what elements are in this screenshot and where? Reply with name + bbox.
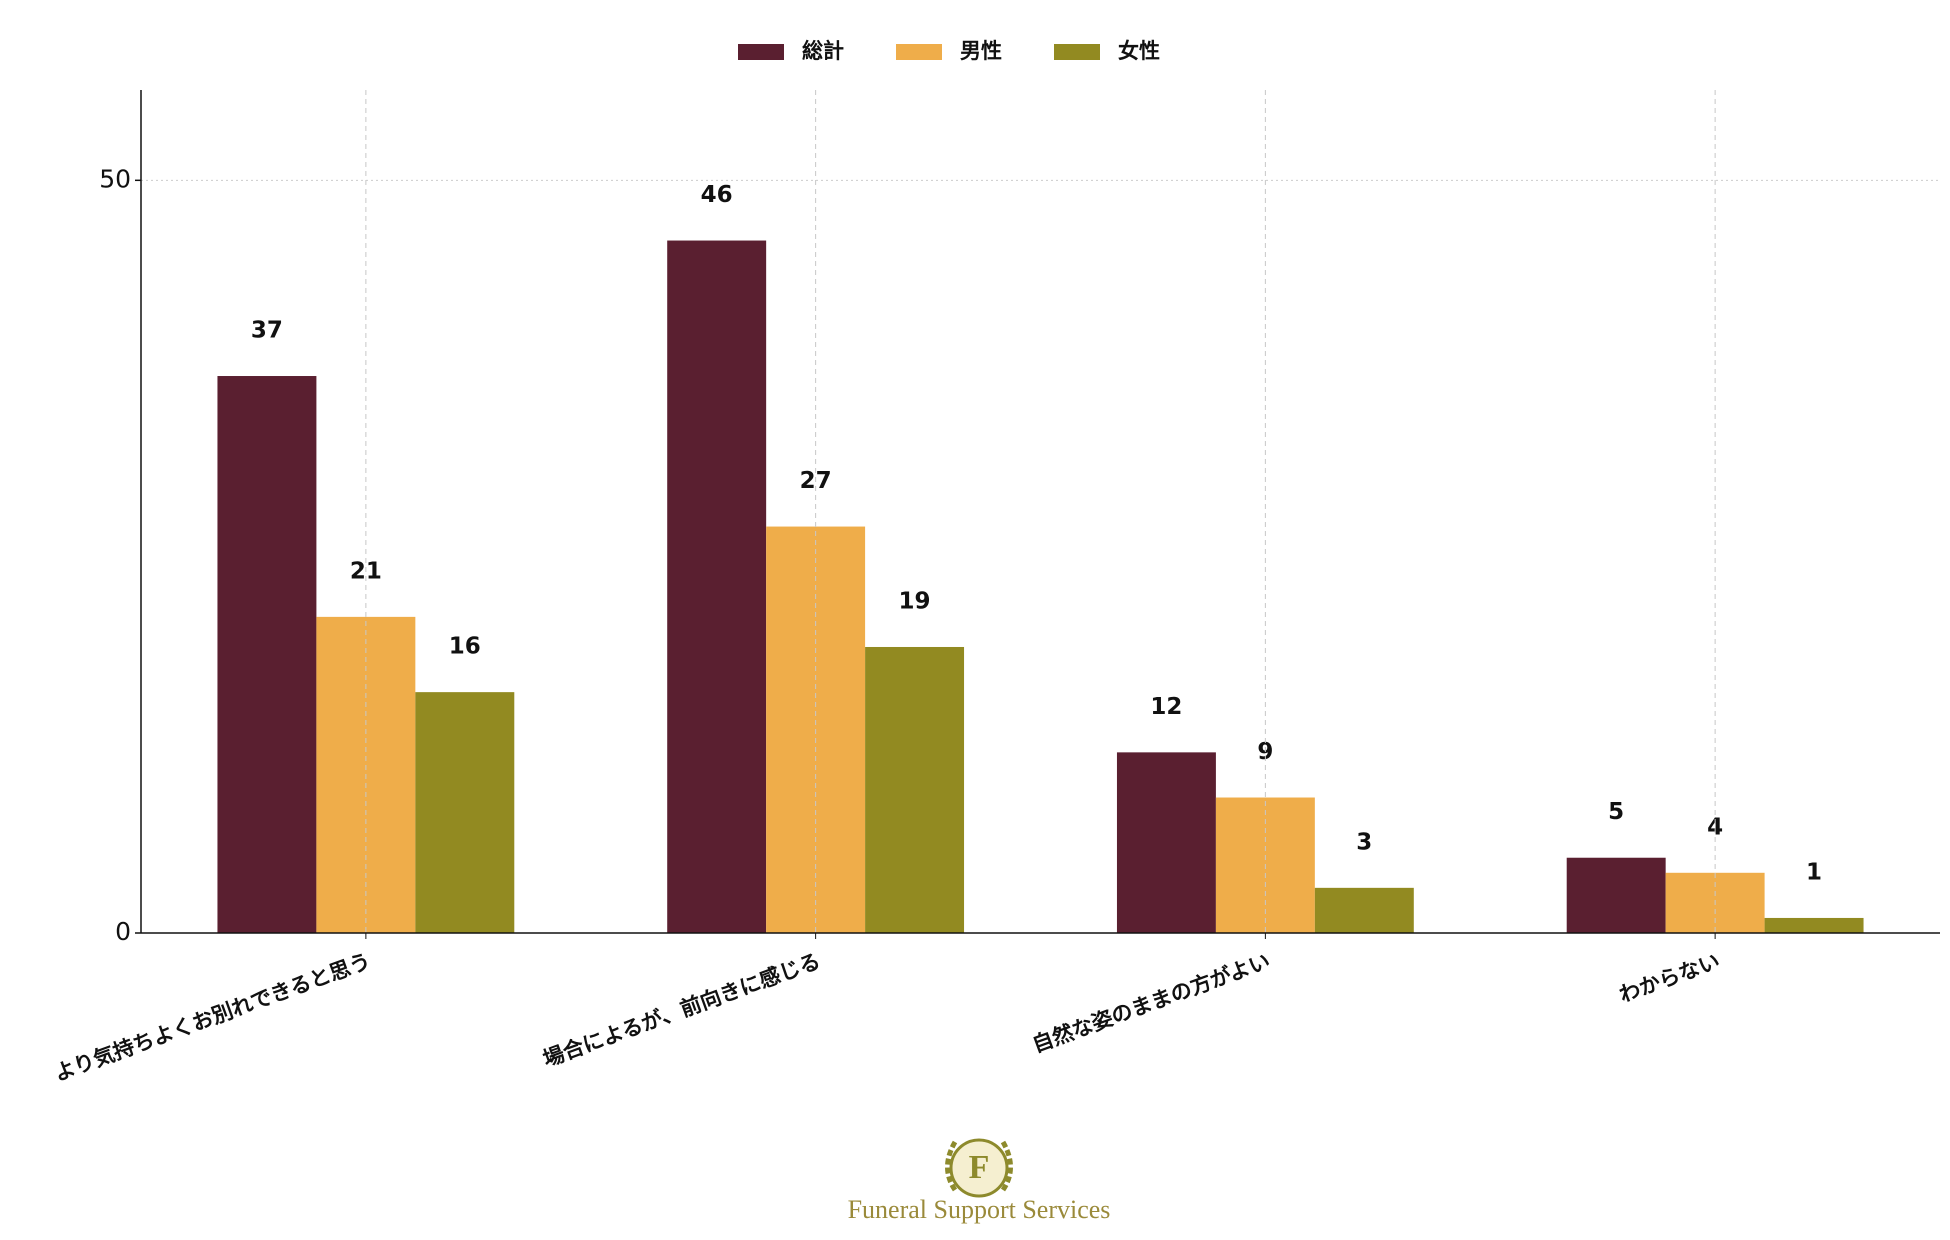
legend-label: 女性 [1118, 39, 1160, 63]
bar [1314, 887, 1414, 933]
x-tick-label: 場合によるが、前向きに感じる [540, 949, 823, 1072]
bar [415, 692, 515, 933]
logo-emblem [949, 1138, 1009, 1198]
x-tick-label: 自然な姿のままの方がよい [1029, 949, 1273, 1057]
value-label: 46 [701, 182, 733, 208]
legend-swatch [1054, 44, 1100, 60]
bar [1116, 752, 1216, 933]
y-tick-label: 50 [99, 164, 131, 193]
logo-text: Funeral Support Services [848, 1195, 1111, 1224]
value-label: 9 [1257, 739, 1273, 765]
legend-label: 総計 [802, 39, 844, 63]
value-label: 16 [449, 634, 481, 660]
y-tick-label: 0 [115, 917, 131, 946]
bar [865, 646, 965, 933]
value-label: 5 [1608, 799, 1624, 825]
x-tick-label: わからない [1616, 949, 1723, 1007]
value-label: 19 [899, 588, 931, 614]
bar [217, 376, 317, 934]
legend-label: 男性 [960, 39, 1002, 63]
value-label: 1 [1806, 859, 1822, 885]
value-label: 4 [1707, 814, 1723, 840]
value-label: 3 [1356, 829, 1372, 855]
logo-laurel [945, 1140, 1013, 1192]
legend-swatch [738, 44, 784, 60]
logo: F Funeral Support Services [848, 1138, 1111, 1224]
value-label: 12 [1150, 694, 1182, 720]
legend-swatch [896, 44, 942, 60]
bar [1566, 857, 1666, 933]
x-tick-label: より気持ちよくお別れできると思う [51, 949, 374, 1086]
logo-letter: F [969, 1149, 990, 1186]
bar [1764, 917, 1864, 933]
value-label: 37 [251, 318, 283, 344]
bar [667, 240, 767, 934]
